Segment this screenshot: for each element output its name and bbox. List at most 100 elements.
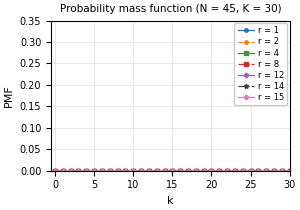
- r = 8: [249, 169, 252, 172]
- r = 4: [202, 169, 206, 172]
- r = 15: [61, 169, 64, 172]
- r = 14: [139, 169, 143, 172]
- r = 2: [233, 169, 237, 172]
- r = 2: [225, 169, 229, 172]
- r = 1: [155, 169, 158, 172]
- r = 14: [249, 169, 252, 172]
- r = 14: [61, 169, 64, 172]
- r = 12: [124, 169, 127, 172]
- Title: Probability mass function (N = 45, K = 30): Probability mass function (N = 45, K = 3…: [60, 4, 281, 14]
- r = 12: [288, 169, 292, 172]
- r = 2: [218, 169, 221, 172]
- r = 1: [256, 169, 260, 172]
- r = 1: [124, 169, 127, 172]
- r = 12: [233, 169, 237, 172]
- r = 14: [85, 169, 88, 172]
- X-axis label: k: k: [167, 196, 174, 206]
- r = 8: [69, 169, 72, 172]
- r = 15: [249, 169, 252, 172]
- r = 4: [249, 169, 252, 172]
- r = 8: [147, 169, 151, 172]
- r = 2: [139, 169, 143, 172]
- r = 12: [218, 169, 221, 172]
- r = 8: [155, 169, 158, 172]
- r = 1: [202, 169, 206, 172]
- r = 1: [77, 169, 80, 172]
- r = 14: [280, 169, 284, 172]
- Line: r = 1: r = 1: [53, 169, 291, 172]
- r = 14: [124, 169, 127, 172]
- r = 8: [186, 169, 190, 172]
- r = 4: [147, 169, 151, 172]
- r = 1: [194, 169, 198, 172]
- r = 15: [53, 169, 57, 172]
- r = 1: [85, 169, 88, 172]
- r = 14: [202, 169, 206, 172]
- r = 12: [241, 169, 244, 172]
- r = 15: [100, 169, 104, 172]
- r = 1: [233, 169, 237, 172]
- r = 4: [61, 169, 64, 172]
- r = 2: [116, 169, 119, 172]
- r = 14: [225, 169, 229, 172]
- Line: r = 12: r = 12: [53, 169, 291, 172]
- r = 14: [210, 169, 213, 172]
- r = 15: [280, 169, 284, 172]
- r = 12: [249, 169, 252, 172]
- r = 12: [139, 169, 143, 172]
- r = 12: [163, 169, 166, 172]
- r = 1: [186, 169, 190, 172]
- r = 8: [131, 169, 135, 172]
- r = 8: [288, 169, 292, 172]
- r = 1: [163, 169, 166, 172]
- r = 8: [202, 169, 206, 172]
- r = 4: [233, 169, 237, 172]
- r = 15: [186, 169, 190, 172]
- r = 15: [155, 169, 158, 172]
- r = 4: [288, 169, 292, 172]
- r = 4: [85, 169, 88, 172]
- r = 2: [61, 169, 64, 172]
- r = 1: [241, 169, 244, 172]
- r = 2: [249, 169, 252, 172]
- r = 8: [116, 169, 119, 172]
- r = 14: [194, 169, 198, 172]
- r = 2: [272, 169, 276, 172]
- r = 1: [249, 169, 252, 172]
- r = 15: [194, 169, 198, 172]
- r = 8: [194, 169, 198, 172]
- r = 12: [69, 169, 72, 172]
- r = 12: [77, 169, 80, 172]
- r = 15: [85, 169, 88, 172]
- r = 15: [147, 169, 151, 172]
- Y-axis label: PMF: PMF: [4, 84, 14, 107]
- r = 8: [100, 169, 104, 172]
- r = 1: [210, 169, 213, 172]
- r = 2: [241, 169, 244, 172]
- r = 8: [139, 169, 143, 172]
- r = 15: [116, 169, 119, 172]
- r = 12: [131, 169, 135, 172]
- r = 14: [264, 169, 268, 172]
- r = 15: [264, 169, 268, 172]
- r = 4: [218, 169, 221, 172]
- r = 1: [108, 169, 112, 172]
- r = 4: [92, 169, 96, 172]
- r = 1: [178, 169, 182, 172]
- r = 1: [280, 169, 284, 172]
- r = 14: [178, 169, 182, 172]
- r = 14: [241, 169, 244, 172]
- r = 2: [194, 169, 198, 172]
- r = 1: [131, 169, 135, 172]
- r = 12: [186, 169, 190, 172]
- r = 15: [69, 169, 72, 172]
- r = 2: [163, 169, 166, 172]
- r = 4: [116, 169, 119, 172]
- r = 15: [170, 169, 174, 172]
- r = 12: [155, 169, 158, 172]
- r = 14: [92, 169, 96, 172]
- r = 15: [77, 169, 80, 172]
- r = 4: [194, 169, 198, 172]
- r = 8: [61, 169, 64, 172]
- r = 12: [170, 169, 174, 172]
